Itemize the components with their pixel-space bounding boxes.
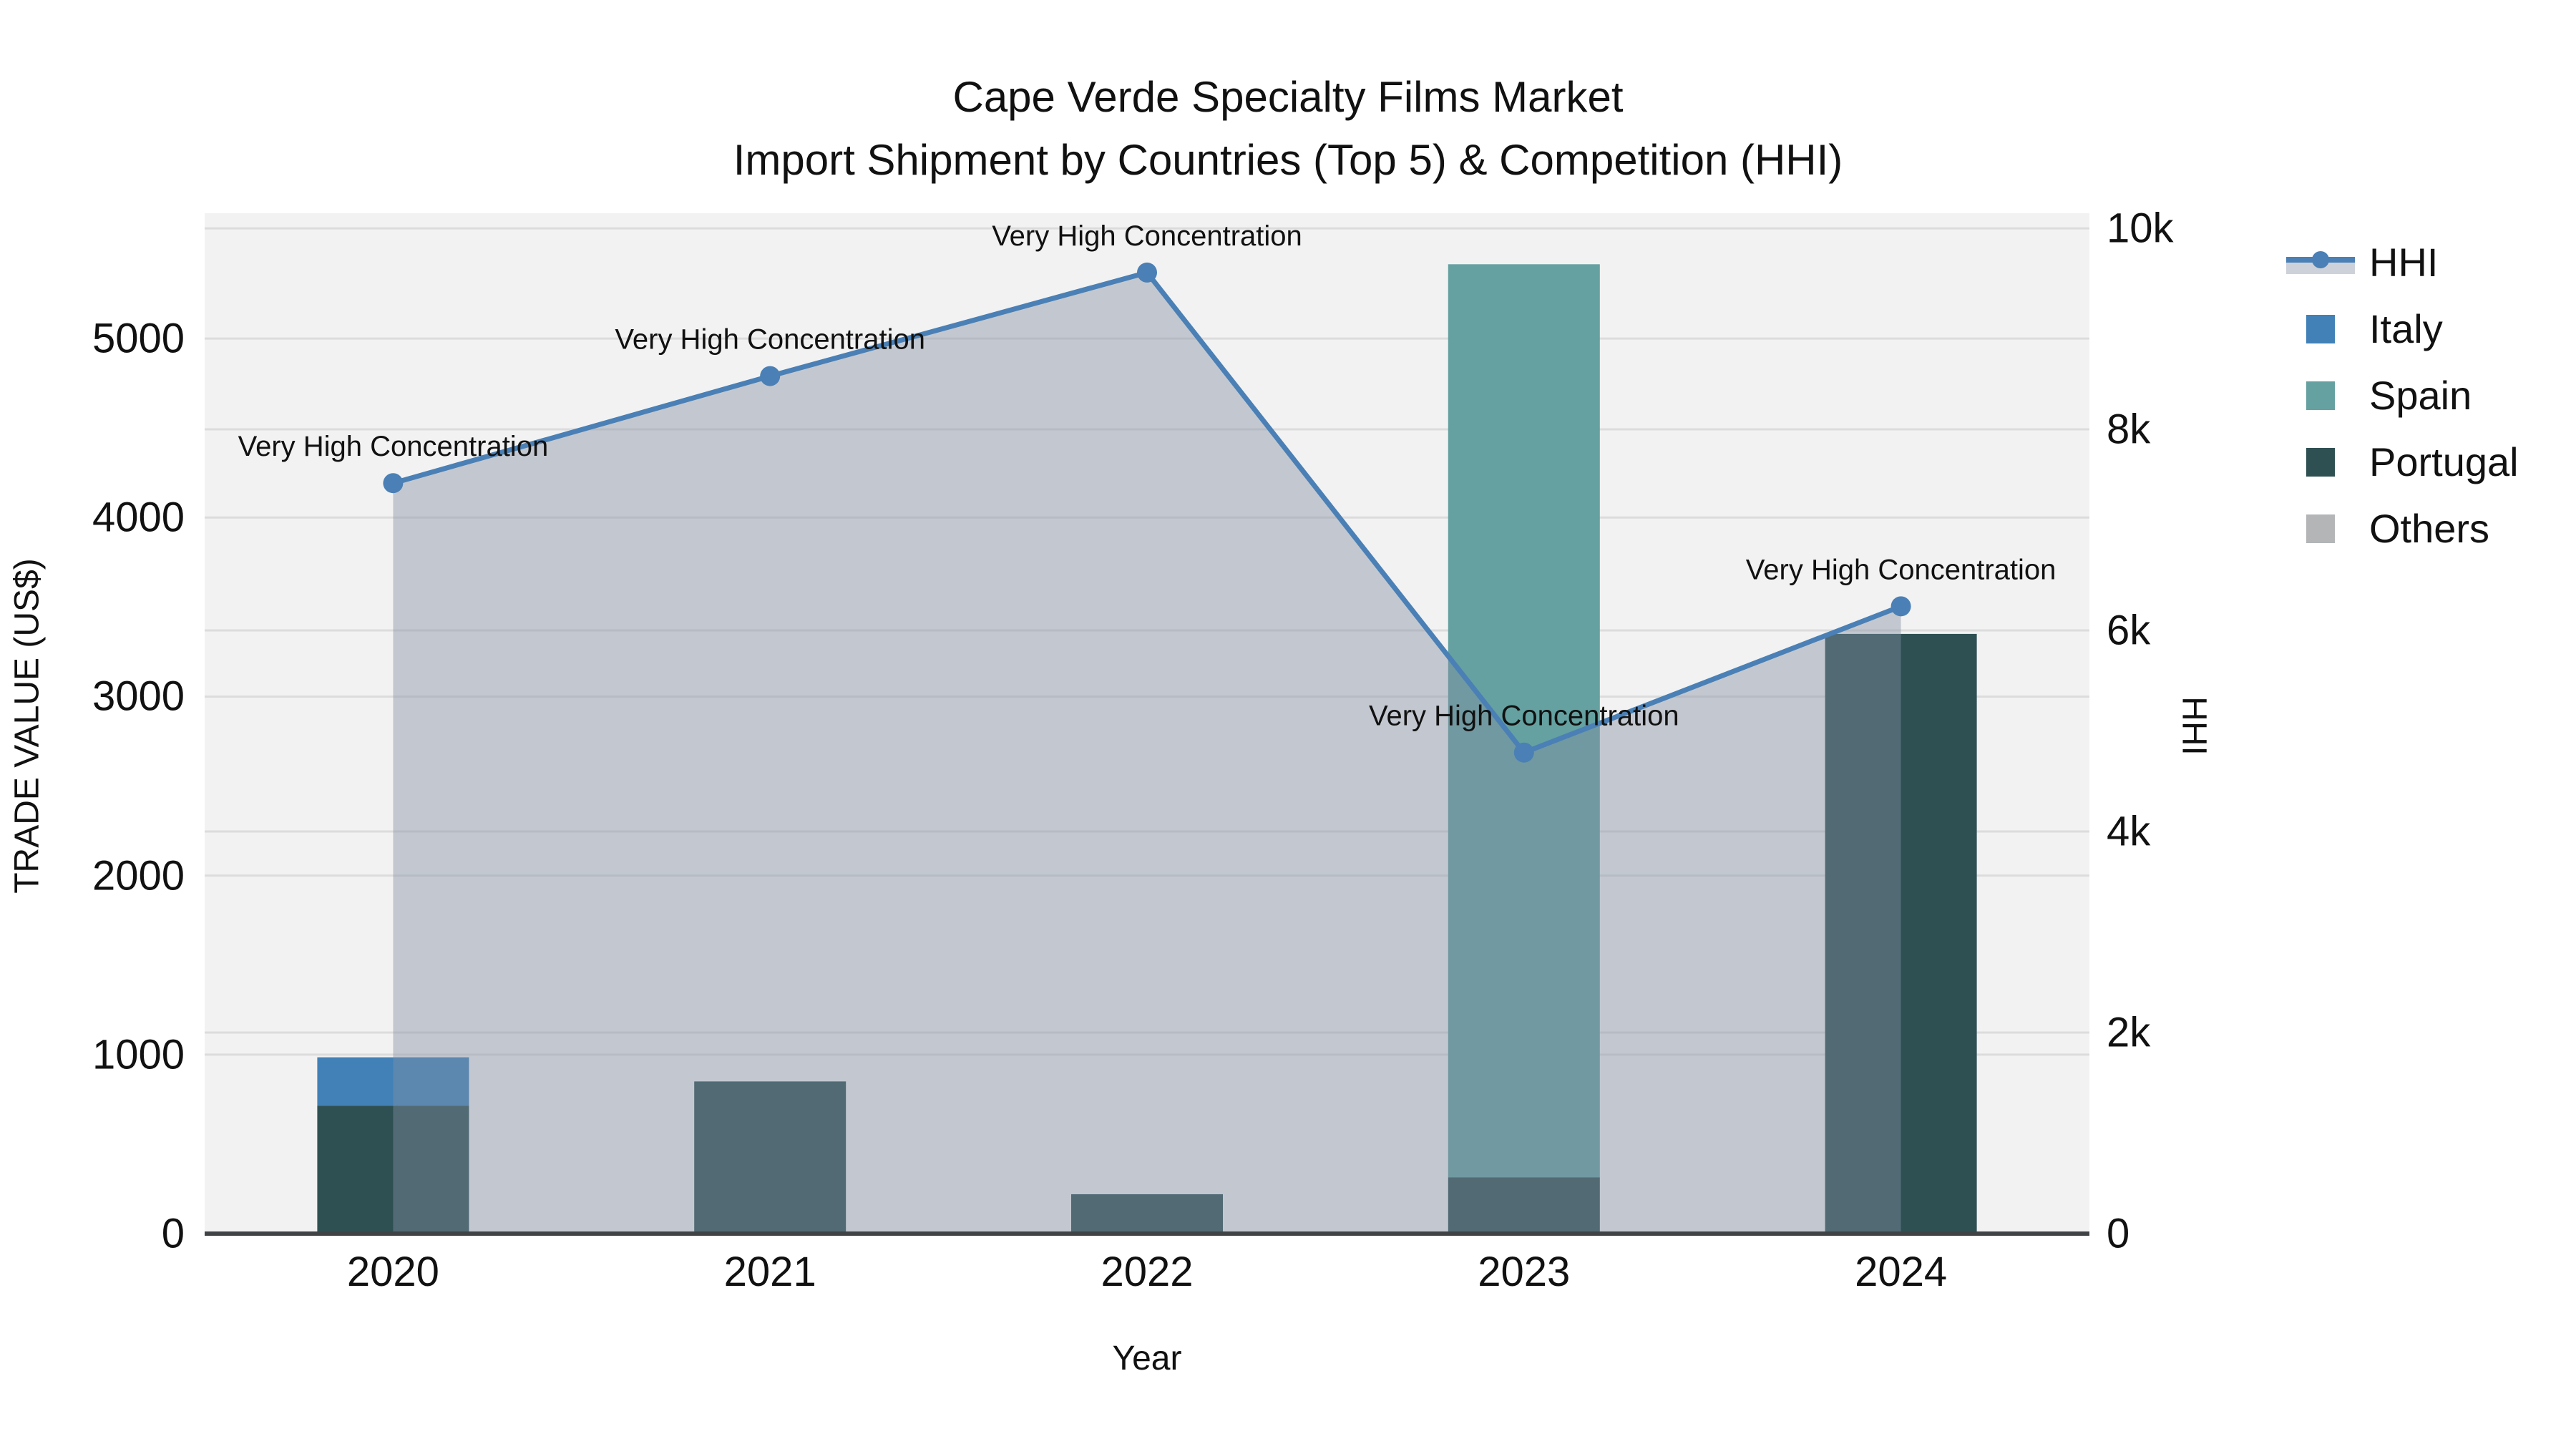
y-right-tick-0: 0 — [2107, 1210, 2130, 1257]
others-swatch-icon — [2286, 510, 2355, 547]
y-right-tick-8k: 8k — [2107, 406, 2151, 453]
x-tick-2022: 2022 — [1101, 1249, 1194, 1295]
x-tick-2024: 2024 — [1855, 1249, 1948, 1295]
annotation-2021: Very High Concentration — [615, 324, 925, 356]
y-right-tick-4k: 4k — [2107, 808, 2151, 855]
legend-item-others[interactable]: Others — [2286, 495, 2519, 562]
hhi-marker-2020 — [383, 473, 404, 494]
y-left-tick-1000: 1000 — [92, 1031, 185, 1078]
y-right-tick-6k: 6k — [2107, 607, 2151, 654]
y-left-tick-3000: 3000 — [92, 673, 185, 720]
bar-portugal-2020 — [317, 1106, 469, 1234]
bar-italy-2020 — [317, 1057, 469, 1106]
x-tick-2023: 2023 — [1478, 1249, 1571, 1295]
legend-label: Others — [2369, 506, 2490, 551]
y-right-tick-10k: 10k — [2107, 205, 2174, 252]
bar-spain-2023 — [1448, 264, 1600, 1178]
y-left-tick-2000: 2000 — [92, 852, 185, 899]
x-tick-2021: 2021 — [723, 1249, 816, 1295]
legend-item-spain[interactable]: Spain — [2286, 362, 2519, 429]
chart-title: Cape Verde Specialty Films Market Import… — [0, 66, 2576, 192]
bar-portugal-2023 — [1448, 1177, 1600, 1234]
bar-portugal-2024 — [1825, 633, 1977, 1234]
x-axis-title: Year — [1112, 1340, 1182, 1377]
italy-swatch-icon — [2286, 311, 2355, 348]
legend: HHI Italy Spain Portugal Others — [2286, 229, 2519, 562]
x-axis-line — [205, 1231, 2089, 1236]
hhi-line-swatch-icon — [2286, 244, 2355, 281]
annotation-2024: Very High Concentration — [1746, 554, 2057, 585]
hhi-marker-2023 — [1513, 742, 1534, 763]
legend-label: Spain — [2369, 373, 2472, 418]
spain-swatch-icon — [2286, 377, 2355, 414]
y-left-tick-0: 0 — [161, 1210, 185, 1257]
y-right-tick-2k: 2k — [2107, 1009, 2151, 1056]
y-left-tick-5000: 5000 — [92, 315, 185, 362]
bar-portugal-2022 — [1071, 1194, 1223, 1234]
x-tick-2020: 2020 — [346, 1249, 439, 1295]
annotation-2022: Very High Concentration — [992, 220, 1302, 252]
legend-item-hhi[interactable]: HHI — [2286, 229, 2519, 296]
hhi-marker-2021 — [760, 366, 781, 386]
legend-label: Italy — [2369, 306, 2443, 351]
chart-title-line2: Import Shipment by Countries (Top 5) & C… — [733, 136, 1843, 184]
legend-item-italy[interactable]: Italy — [2286, 296, 2519, 362]
legend-label: HHI — [2369, 240, 2439, 285]
y-right-axis-title: HHI — [2175, 696, 2213, 756]
hhi-marker-2022 — [1137, 262, 1157, 283]
legend-item-portugal[interactable]: Portugal — [2286, 429, 2519, 495]
chart-title-line1: Cape Verde Specialty Films Market — [952, 73, 1624, 121]
hhi-marker-2024 — [1890, 596, 1911, 617]
legend-label: Portugal — [2369, 439, 2519, 484]
annotation-2020: Very High Concentration — [238, 431, 549, 462]
y-left-tick-4000: 4000 — [92, 494, 185, 541]
hhi-area — [393, 272, 1901, 1234]
annotation-2023: Very High Concentration — [1369, 701, 1679, 732]
bar-portugal-2021 — [694, 1081, 847, 1234]
y-left-axis-title: TRADE VALUE (US$) — [8, 558, 47, 894]
plot-background — [205, 213, 2089, 1234]
portugal-swatch-icon — [2286, 444, 2355, 481]
